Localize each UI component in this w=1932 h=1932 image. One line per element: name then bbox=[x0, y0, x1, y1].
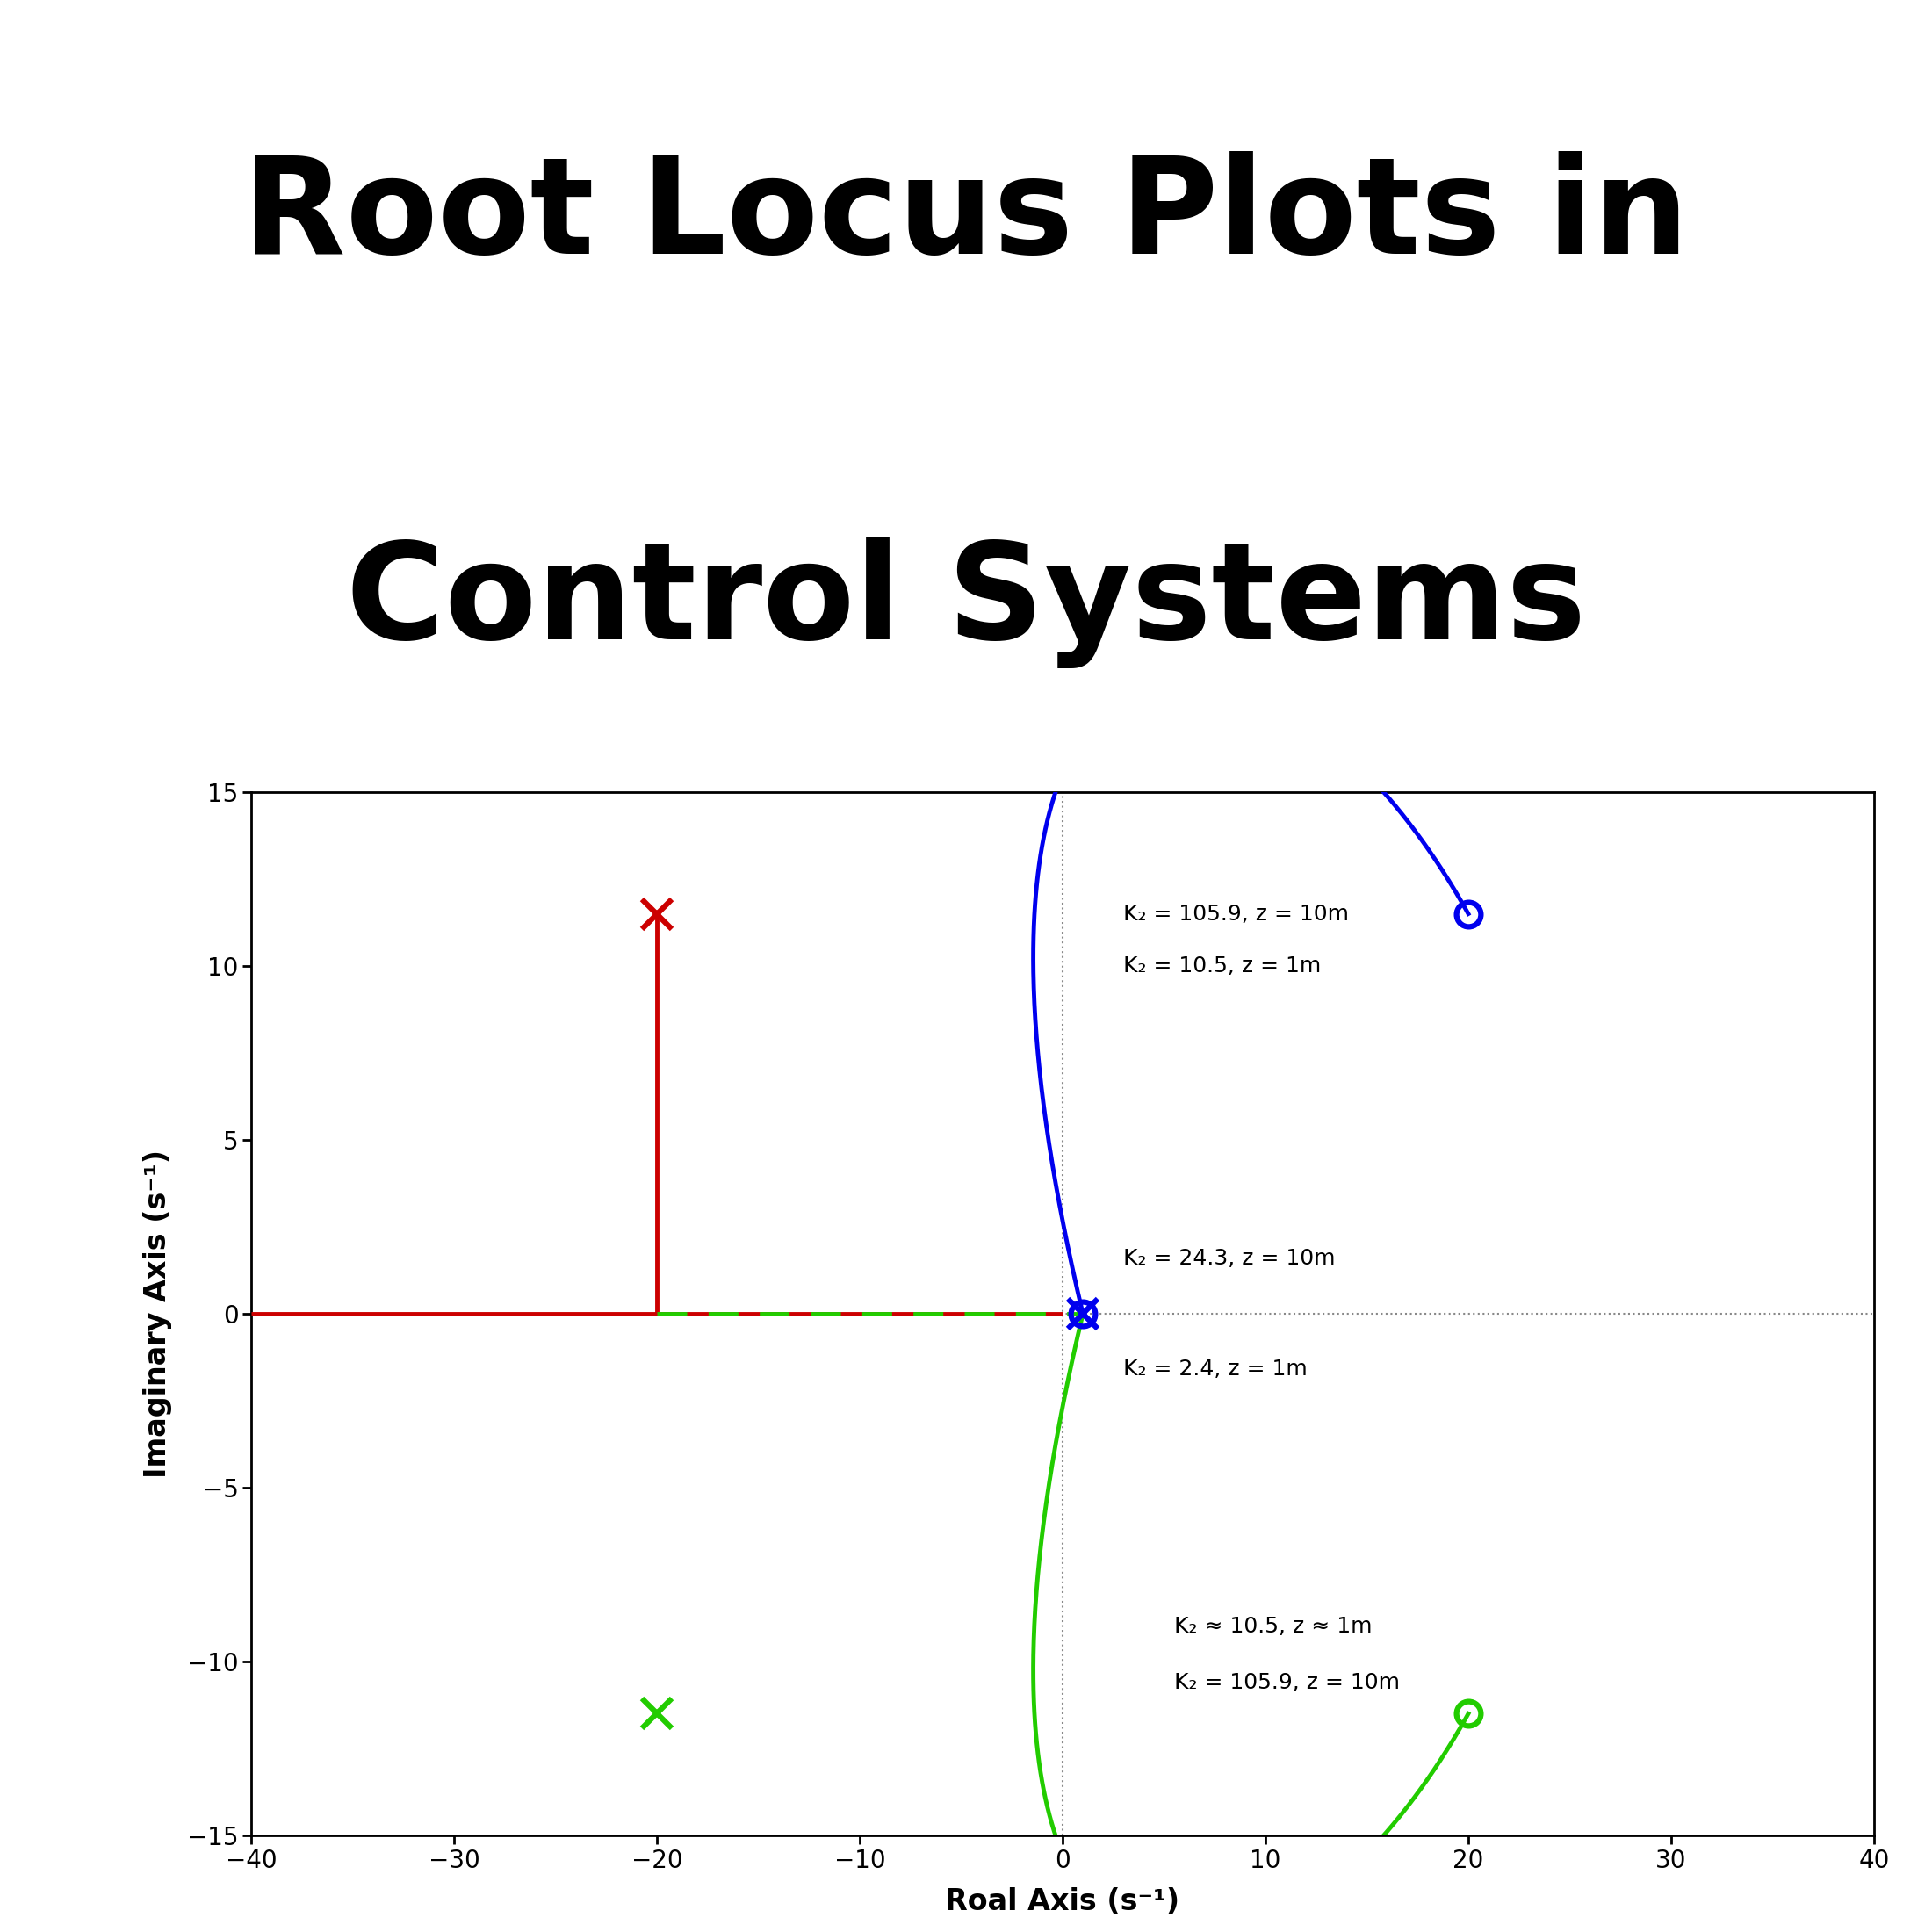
X-axis label: Roal Axis (s⁻¹): Roal Axis (s⁻¹) bbox=[945, 1888, 1180, 1917]
Text: K₂ = 105.9, z = 10m: K₂ = 105.9, z = 10m bbox=[1124, 904, 1349, 923]
Text: K₂ = 24.3, z = 10m: K₂ = 24.3, z = 10m bbox=[1124, 1248, 1335, 1269]
Text: Root Locus Plots in: Root Locus Plots in bbox=[243, 151, 1689, 282]
Text: K₂ = 10.5, z = 1m: K₂ = 10.5, z = 1m bbox=[1124, 956, 1321, 976]
Text: K₂ ≈ 10.5, z ≈ 1m: K₂ ≈ 10.5, z ≈ 1m bbox=[1175, 1617, 1372, 1636]
Y-axis label: Imaginary Axis (s⁻¹): Imaginary Axis (s⁻¹) bbox=[143, 1150, 172, 1478]
Text: K₂ = 105.9, z = 10m: K₂ = 105.9, z = 10m bbox=[1175, 1671, 1401, 1692]
Text: K₂ = 2.4, z = 1m: K₂ = 2.4, z = 1m bbox=[1124, 1358, 1308, 1379]
Text: Control Systems: Control Systems bbox=[346, 537, 1586, 668]
